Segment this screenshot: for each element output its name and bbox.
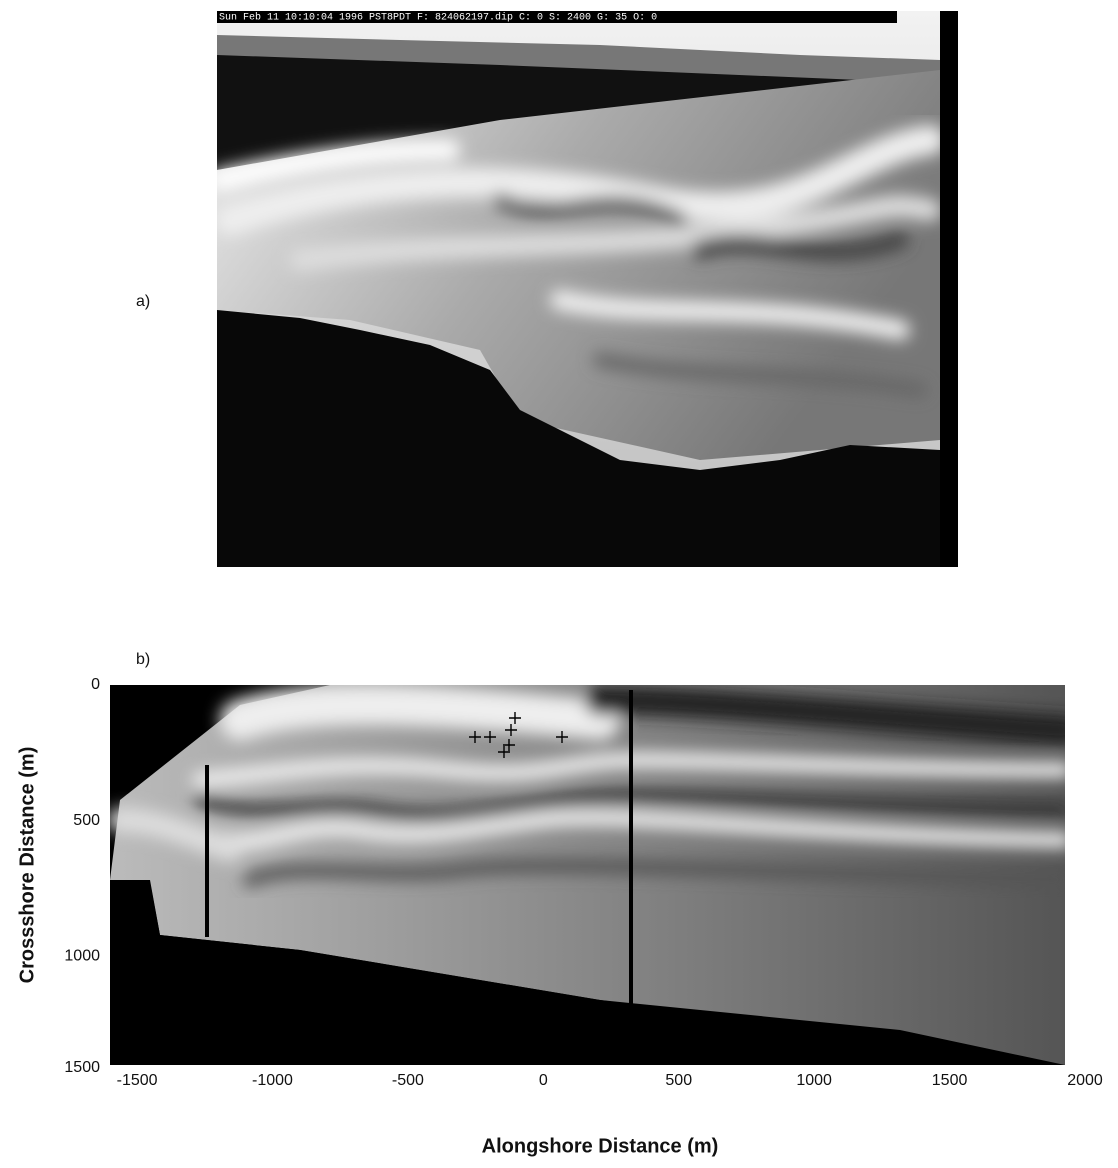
y-tick-label: 500 (73, 812, 100, 829)
panel-label: a) (136, 293, 150, 310)
x-tick-label: 1000 (796, 1072, 832, 1089)
y-tick-label: 1500 (64, 1059, 100, 1076)
x-tick-label: -1500 (117, 1072, 158, 1089)
x-axis-title: Alongshore Distance (m) (482, 1135, 719, 1157)
rectified-image (110, 685, 1065, 1065)
y-tick-label: 1000 (64, 948, 100, 965)
photo (217, 11, 958, 567)
x-tick-label: -500 (392, 1072, 424, 1089)
x-tick-label: 1500 (932, 1072, 968, 1089)
panel-label: b) (136, 651, 150, 668)
x-tick-label: 2000 (1067, 1072, 1103, 1089)
x-tick-label: 500 (665, 1072, 692, 1089)
y-tick-label: 0 (91, 676, 100, 693)
x-tick-label: 0 (539, 1072, 548, 1089)
y-axis-title: Crossshore Distance (m) (16, 747, 38, 984)
photo-caption: Sun Feb 11 10:10:04 1996 PST8PDT F: 8240… (219, 12, 657, 24)
x-tick-label: -1000 (252, 1072, 293, 1089)
